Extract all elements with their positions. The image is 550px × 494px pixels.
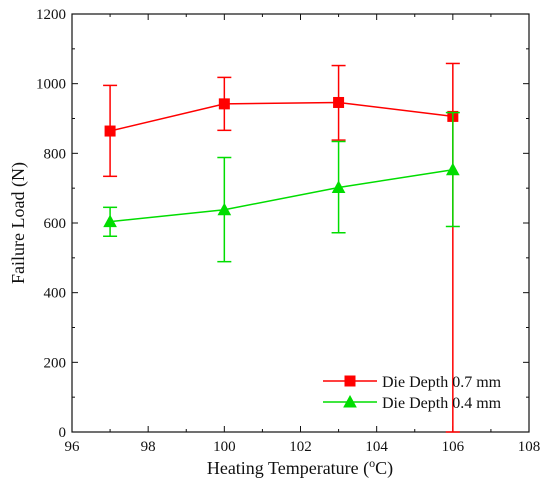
data-point xyxy=(217,202,232,216)
data-point xyxy=(103,214,117,228)
axis-ticks xyxy=(71,13,530,433)
legend-marker-0 xyxy=(344,375,356,387)
y-tick-label: 400 xyxy=(44,286,67,302)
series-line xyxy=(109,101,453,132)
x-axis-label-main: Heating Temperature ( xyxy=(207,458,369,479)
y-tick-label: 200 xyxy=(44,355,67,371)
data-point xyxy=(218,98,230,110)
x-tick-label: 102 xyxy=(289,439,312,455)
series-1 xyxy=(103,111,460,263)
y-tick-label: 1200 xyxy=(36,7,66,23)
legend-label-1: Die Depth 0.4 mm xyxy=(382,395,502,412)
data-point xyxy=(331,180,346,193)
y-axis-label: Failure Load (N) xyxy=(8,162,29,284)
axis-tick-labels: 96 98 100 102 104 106 108 0 200 400 600 800 1000 1200 xyxy=(36,7,540,455)
data-point xyxy=(445,162,460,176)
y-tick-label: 0 xyxy=(59,425,67,441)
data-point xyxy=(104,125,116,137)
x-axis-label-superscript: o xyxy=(369,456,375,470)
y-tick-label: 800 xyxy=(44,146,67,162)
x-axis-label-tail: C) xyxy=(375,458,393,479)
x-axis-label: Heating Temperature (oC) xyxy=(207,456,393,479)
legend-marker-1 xyxy=(343,394,357,408)
y-tick-label: 1000 xyxy=(36,77,66,93)
legend-label-0: Die Depth 0.7 mm xyxy=(382,374,502,391)
data-point xyxy=(333,96,345,108)
x-tick-label: 106 xyxy=(442,439,465,455)
series-layer xyxy=(103,62,460,433)
x-tick-label: 96 xyxy=(65,439,81,455)
series-line xyxy=(110,168,453,223)
x-tick-label: 108 xyxy=(518,439,541,455)
x-tick-label: 98 xyxy=(141,439,156,455)
x-tick-label: 104 xyxy=(365,439,388,455)
x-tick-label: 100 xyxy=(213,439,236,455)
plot-frame xyxy=(71,13,530,433)
y-tick-label: 600 xyxy=(44,216,67,232)
legend: Die Depth 0.7 mm Die Depth 0.4 mm xyxy=(323,374,502,412)
